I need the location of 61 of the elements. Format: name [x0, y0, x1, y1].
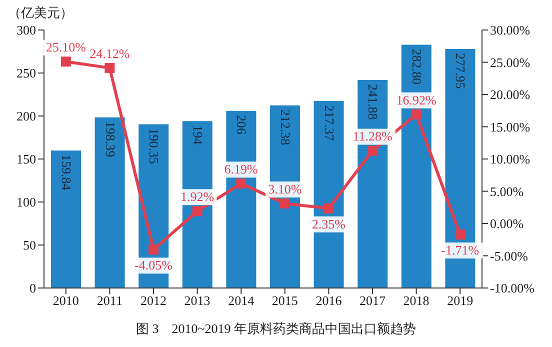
point [192, 206, 202, 216]
y-tick-label: 0 [30, 280, 36, 296]
point [148, 244, 158, 255]
data-label: 194 [190, 125, 206, 146]
point [324, 203, 334, 214]
y2-tick-label: 15.00% [490, 119, 530, 134]
data-label: 11.28% [352, 128, 392, 144]
data-label: -4.05% [134, 258, 173, 273]
data-label: 198.39 [102, 121, 118, 158]
y2-tick-label: 5.00% [490, 184, 524, 199]
data-label: 24.12% [90, 46, 130, 61]
y-tick-label: 250 [16, 66, 36, 81]
point [104, 62, 115, 73]
x-tick-label: 2019 [447, 293, 474, 308]
point [280, 198, 290, 209]
y2-tick-label: 30.00% [490, 22, 530, 38]
data-label: 241.88 [366, 84, 381, 120]
y-tick-label: 100 [16, 194, 36, 210]
text: 图 3 2010~2019 年原料药类商品中国出口额趋势 [134, 320, 418, 338]
data-label: 217.37 [322, 105, 337, 142]
point [60, 56, 71, 67]
x-tick-label: 2010 [52, 293, 79, 308]
x-tick-label: 2015 [272, 293, 298, 308]
data-label: 206 [234, 114, 250, 135]
y2-tick-label: 10.00% [490, 152, 530, 167]
data-label: 282.80 [409, 48, 424, 85]
data-label: 277.95 [453, 52, 468, 89]
x-tick-label: 2013 [184, 293, 210, 308]
y2-tick-label: 20.00% [490, 87, 530, 102]
x-tick-label: 2014 [228, 293, 255, 308]
y2-tick-label: 0.00% [490, 216, 524, 232]
data-label: 6.19% [224, 162, 258, 177]
y2-tick-label: 25.00% [490, 54, 530, 70]
data-label: 212.38 [278, 109, 293, 146]
y-tick-label: 200 [16, 108, 36, 124]
point [368, 146, 378, 156]
y-tick-label: 150 [16, 152, 36, 167]
data-label: -1.71% [441, 242, 480, 258]
data-label: 2.35% [312, 216, 346, 232]
x-tick-label: 2017 [360, 293, 386, 308]
x-tick-label: 2016 [316, 293, 342, 308]
data-label: 159.84 [59, 154, 74, 191]
bar [51, 150, 81, 288]
x-tick-label: 2018 [403, 293, 430, 308]
bar [314, 101, 344, 288]
point [411, 109, 422, 120]
y-tick-label: 50 [23, 238, 36, 253]
point [236, 178, 246, 189]
x-tick-label: 2012 [140, 293, 166, 308]
bar [94, 117, 125, 288]
data-label: 3.10% [268, 182, 302, 197]
data-label: 25.10% [46, 40, 86, 55]
y2-tick-label: -5.00% [490, 248, 528, 264]
x-tick-label: 2011 [96, 293, 122, 308]
y-tick-label: 300 [16, 22, 36, 38]
data-label: 190.35 [146, 128, 162, 164]
data-label: 1.92% [180, 189, 214, 204]
y-axis-title: （亿美元） [8, 4, 73, 22]
point [455, 230, 466, 240]
data-label: 16.92% [396, 92, 437, 108]
y2-tick-label: -10.00% [490, 280, 535, 296]
